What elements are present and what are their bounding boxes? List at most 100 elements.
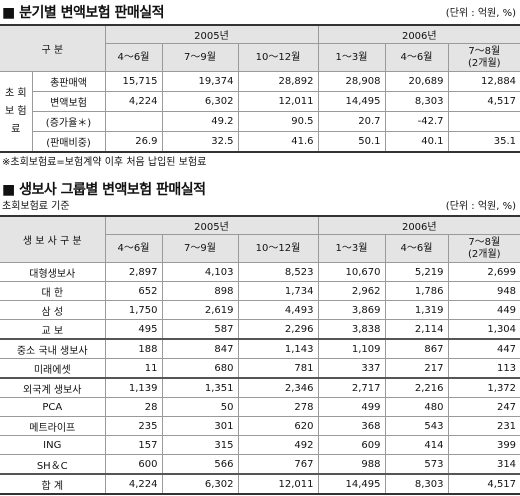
row-label: (증가율＊) bbox=[32, 111, 106, 132]
cell: 600 bbox=[104, 454, 163, 475]
row-label: 합 계 bbox=[0, 473, 106, 495]
period-header: 7～9월 bbox=[161, 43, 239, 72]
cell: 1,786 bbox=[384, 281, 449, 301]
cell: 20,689 bbox=[384, 71, 449, 92]
cell: 49.2 bbox=[161, 111, 239, 132]
cell: 1,139 bbox=[104, 377, 163, 398]
row-label: 삼 성 bbox=[0, 300, 106, 320]
period-header: 7～9월 bbox=[161, 234, 239, 263]
cell: 1,304 bbox=[447, 319, 520, 340]
cell: 4,517 bbox=[447, 91, 520, 112]
year-header: 2005년 bbox=[104, 215, 319, 235]
cell: 447 bbox=[447, 338, 520, 359]
section-title: ■ 생보사 그룹별 변액보험 판매실적 bbox=[2, 182, 206, 198]
cell: 4,224 bbox=[104, 473, 163, 495]
period-header: 1～3월 bbox=[317, 43, 386, 72]
cell: 492 bbox=[237, 435, 319, 455]
data-row: 변액보험 4,224 6,302 12,011 14,495 8,303 4,517 bbox=[0, 91, 520, 112]
data-row: PCA 28 50 278 499 480 247 bbox=[0, 397, 520, 417]
period-header: 10～12월 bbox=[237, 234, 319, 263]
cell: 587 bbox=[161, 319, 239, 340]
cell: 2,216 bbox=[384, 377, 449, 398]
cell: 113 bbox=[447, 358, 520, 379]
cell: 6,302 bbox=[161, 91, 239, 112]
footnote: ※초회보험료=보험계약 이후 처음 납입된 보험료 bbox=[2, 157, 207, 168]
cell: 12,011 bbox=[237, 91, 319, 112]
row-label: SH＆C bbox=[0, 454, 106, 475]
cell: 847 bbox=[161, 338, 239, 359]
cell: 50.1 bbox=[317, 131, 386, 153]
cell: 90.5 bbox=[237, 111, 319, 132]
row-label: 교 보 bbox=[0, 319, 106, 340]
cell: 652 bbox=[104, 281, 163, 301]
cell: 988 bbox=[317, 454, 386, 475]
header-row: 구 분 2005년 2006년 bbox=[0, 24, 520, 72]
row-label: ING bbox=[0, 435, 106, 455]
row-label: 외국계 생보사 bbox=[0, 377, 106, 398]
cell: 26.9 bbox=[104, 131, 163, 153]
cell: 1,143 bbox=[237, 338, 319, 359]
group-label: 초 회 보 험 료 bbox=[0, 71, 33, 153]
row-label: 대 한 bbox=[0, 281, 106, 301]
cell: 12,011 bbox=[237, 473, 319, 495]
cell: 278 bbox=[237, 397, 319, 417]
cell: 480 bbox=[384, 397, 449, 417]
cell: -42.7 bbox=[384, 111, 449, 132]
period-header: 4～6월 bbox=[384, 234, 449, 263]
data-row: 대형생보사 2,897 4,103 8,523 10,670 5,219 2,699 bbox=[0, 262, 520, 282]
cell: 32.5 bbox=[161, 131, 239, 153]
table-body: 생 보 사 구 분 2005년 2006년 4～6월 7～9월 10～12월 1～3월 4～6… bbox=[0, 215, 520, 495]
cell: 247 bbox=[447, 397, 520, 417]
cell: 767 bbox=[237, 454, 319, 475]
data-row: ING 157 315 492 609 414 399 bbox=[0, 435, 520, 455]
data-row: 중소 국내 생보사 188 847 1,143 1,109 867 447 bbox=[0, 338, 520, 359]
cell: 10,670 bbox=[317, 262, 386, 282]
subtitle: 초회보험료 기준 bbox=[2, 201, 70, 212]
cell: 157 bbox=[104, 435, 163, 455]
data-row: (증가율＊) 49.2 90.5 20.7 -42.7 bbox=[0, 111, 520, 132]
period-header: 1～3월 bbox=[317, 234, 386, 263]
cell: 12,884 bbox=[447, 71, 520, 92]
row-label: 미래에셋 bbox=[0, 358, 106, 379]
cell: 2,619 bbox=[161, 300, 239, 320]
cell: 867 bbox=[384, 338, 449, 359]
row-label: 변액보험 bbox=[32, 91, 106, 112]
cell: 1,372 bbox=[447, 377, 520, 398]
year-header: 2006년 bbox=[317, 24, 520, 44]
cell: 1,734 bbox=[237, 281, 319, 301]
unit-note: (단위 : 억원, %) bbox=[445, 8, 516, 19]
data-row: (판매비중) 26.9 32.5 41.6 50.1 40.1 35.1 bbox=[0, 131, 520, 153]
cell: 495 bbox=[104, 319, 163, 340]
sales-table: 구 분 2005년 2006년 4～6월 7～9월 10～12월 1～3월 4～6월 7～8월 … bbox=[0, 24, 520, 153]
data-row: 메트라이프 235 301 620 368 543 231 bbox=[0, 416, 520, 436]
corner-header: 생 보 사 구 분 bbox=[0, 215, 106, 263]
cell: 4,517 bbox=[447, 473, 520, 495]
cell: 2,699 bbox=[447, 262, 520, 282]
cell: 14,495 bbox=[317, 473, 386, 495]
cell: 15,715 bbox=[104, 71, 163, 92]
cell: 11 bbox=[104, 358, 163, 379]
data-row: 외국계 생보사 1,139 1,351 2,346 2,717 2,216 1,372 bbox=[0, 377, 520, 398]
header-row: 4～6월 7～9월 10～12월 1～3월 4～6월 7～8월 (2개월) bbox=[0, 43, 520, 72]
cell: 2,962 bbox=[317, 281, 386, 301]
period-header: 4～6월 bbox=[384, 43, 449, 72]
cell: 231 bbox=[447, 416, 520, 436]
cell: 499 bbox=[317, 397, 386, 417]
year-header: 2005년 bbox=[104, 24, 319, 44]
cell: 50 bbox=[161, 397, 239, 417]
cell: 20.7 bbox=[317, 111, 386, 132]
data-row: 초 회 보 험 료 총판매액 15,715 19,374 28,892 28,908 20,… bbox=[0, 71, 520, 153]
cell bbox=[447, 111, 520, 132]
section-subheader: 초회보험료 기준 (단위 : 억원, %) bbox=[0, 197, 520, 213]
period-header: 7～8월 (2개월) bbox=[447, 43, 520, 72]
cell: 6,302 bbox=[161, 473, 239, 495]
cell: 314 bbox=[447, 454, 520, 475]
cell: 573 bbox=[384, 454, 449, 475]
section-title: ■ 분기별 변액보험 판매실적 bbox=[2, 5, 165, 21]
row-label: 총판매액 bbox=[31, 71, 106, 92]
cell bbox=[104, 111, 163, 132]
period-header: 4～6월 bbox=[105, 43, 163, 72]
cell: 4,103 bbox=[161, 262, 239, 282]
cell: 235 bbox=[104, 416, 163, 436]
